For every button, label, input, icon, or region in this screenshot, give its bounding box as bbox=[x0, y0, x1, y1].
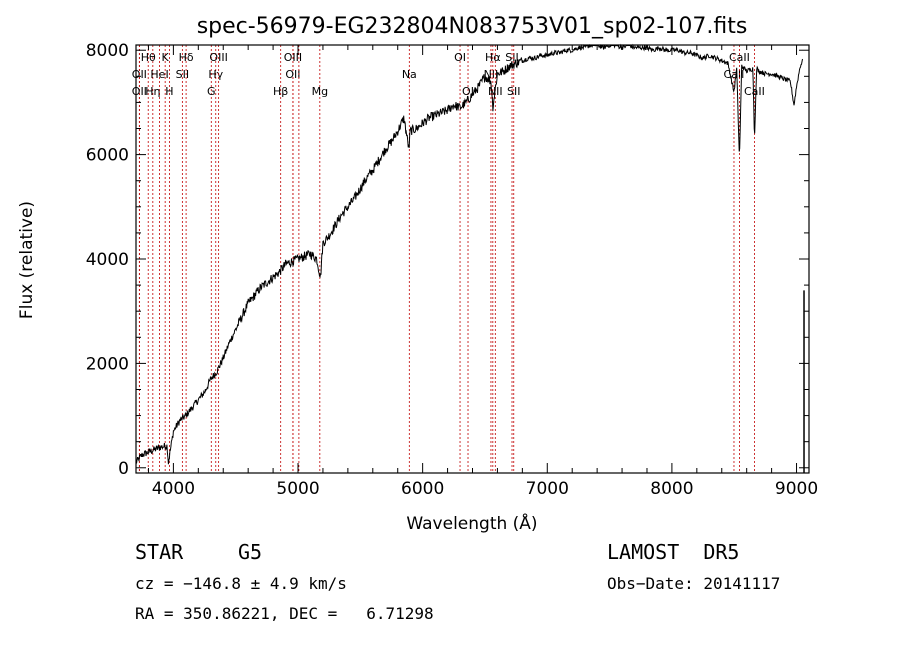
x-axis-label: Wavelength (Å) bbox=[406, 512, 537, 534]
spectral-line-label: Na bbox=[402, 68, 417, 81]
spectral-line-label: SII bbox=[507, 85, 520, 98]
spectral-line-label: OIII bbox=[209, 51, 227, 64]
object-subclass: G5 bbox=[238, 540, 263, 564]
coordinates: RA = 350.86221, DEC = 6.71298 bbox=[135, 604, 434, 623]
spectral-line-label: Mg bbox=[312, 85, 328, 98]
y-axis-ticks: 0 2000 4000 6000 8000 bbox=[86, 41, 809, 479]
survey-name: LAMOST DR5 bbox=[607, 540, 740, 564]
x-tick-label: 9000 bbox=[775, 479, 818, 499]
object-class: STAR bbox=[135, 540, 184, 564]
spectral-line-label: G bbox=[207, 85, 216, 98]
x-tick-label: 7000 bbox=[526, 479, 569, 499]
y-axis-label: Flux (relative) bbox=[17, 201, 37, 319]
observation-date: Obs−Date: 20141117 bbox=[607, 574, 781, 593]
spectral-line-label: Hδ bbox=[179, 51, 194, 64]
x-axis-ticks: 4000 5000 6000 7000 8000 9000 bbox=[147, 45, 818, 499]
x-tick-label: 8000 bbox=[650, 479, 693, 499]
spectral-line-label: H bbox=[165, 85, 173, 98]
x-tick-label: 4000 bbox=[152, 479, 195, 499]
spectral-line-label: HeI bbox=[150, 68, 168, 81]
spectral-line-label: Hβ bbox=[273, 85, 288, 98]
chart-title: spec-56979-EG232804N083753V01_sp02-107.f… bbox=[197, 14, 748, 39]
y-tick-label: 4000 bbox=[86, 250, 129, 270]
spectral-line-label: OI bbox=[462, 85, 474, 98]
x-tick-label: 6000 bbox=[401, 479, 444, 499]
spectral-line-label: Hη bbox=[145, 85, 160, 98]
spectral-line-label: CaII bbox=[744, 85, 765, 98]
y-tick-label: 8000 bbox=[86, 41, 129, 61]
spectral-line-label: OII bbox=[285, 68, 300, 81]
spectral-line-label: OI bbox=[454, 51, 466, 64]
x-tick-label: 5000 bbox=[276, 479, 319, 499]
y-tick-label: 2000 bbox=[86, 354, 129, 374]
spectrum-line bbox=[135, 43, 803, 465]
spectral-line-label: K bbox=[162, 51, 170, 64]
spectral-line-label: SII bbox=[176, 68, 189, 81]
y-tick-label: 0 bbox=[118, 459, 129, 479]
plot-frame bbox=[135, 44, 810, 474]
spectral-line-label: CaII bbox=[729, 51, 750, 64]
y-tick-label: 6000 bbox=[86, 146, 129, 166]
spectral-line-label: Hα bbox=[485, 51, 501, 64]
spectral-line-label: Hγ bbox=[208, 68, 223, 81]
redshift-velocity: cz = −146.8 ± 4.9 km/s bbox=[135, 574, 347, 593]
spectral-line-label: Hθ bbox=[141, 51, 156, 64]
spectral-line-markers: HθOIIOIIHηHeIKHSIIHδHγGOIIIHβOIIIOIIMgNa… bbox=[132, 45, 765, 473]
